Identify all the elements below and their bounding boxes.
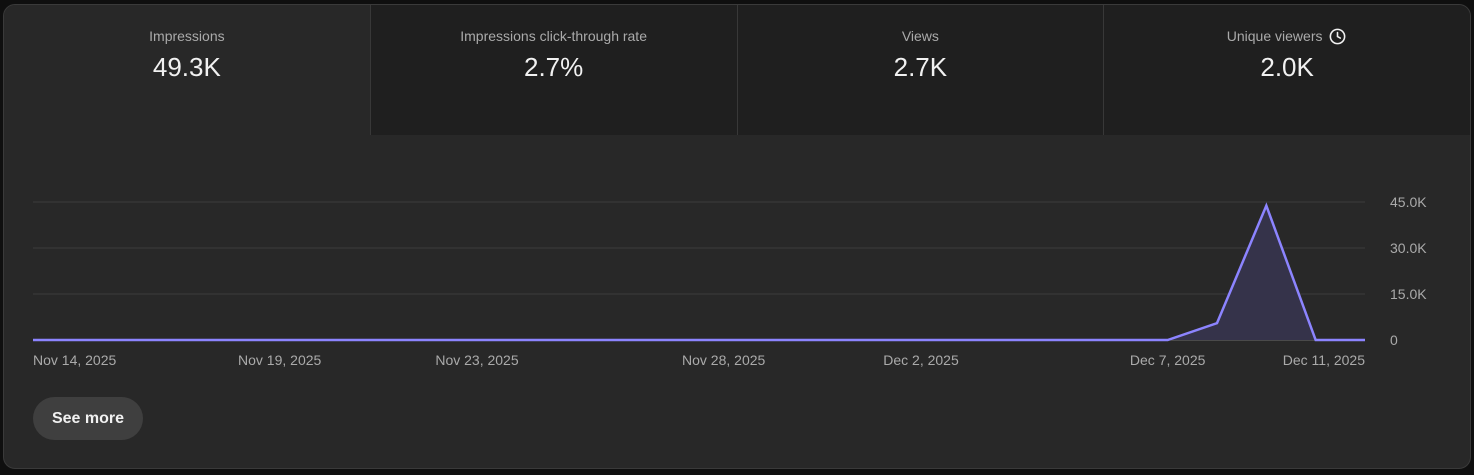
x-tick-label: Dec 7, 2025 [1130, 352, 1206, 368]
tab-impressions-label-text: Impressions [149, 28, 225, 44]
see-more-button[interactable]: See more [33, 397, 143, 440]
tab-impressions-value: 49.3K [152, 52, 221, 82]
metric-tabs: Impressions 49.3K Impressions click-thro… [4, 5, 1470, 135]
y-tick-label: 15.0K [1390, 286, 1427, 302]
analytics-card: Impressions 49.3K Impressions click-thro… [3, 4, 1471, 469]
x-tick-label: Nov 14, 2025 [33, 352, 116, 368]
tab-impressions-ctr-value: 2.7% [523, 52, 584, 82]
clock-icon[interactable] [1328, 27, 1347, 46]
tab-unique-viewers[interactable]: Unique viewers 2.0K [1103, 5, 1470, 135]
y-tick-label: 30.0K [1390, 240, 1427, 256]
tab-impressions-ctr[interactable]: Impressions click-through rate 2.7% [369, 5, 737, 135]
tab-views-value: 2.7K [893, 52, 948, 82]
y-tick-label: 0 [1390, 332, 1398, 348]
tab-unique-viewers-label: Unique viewers [1227, 27, 1348, 45]
tab-views-label-text: Views [901, 28, 939, 44]
tab-unique-viewers-value: 2.0K [1260, 52, 1314, 82]
tab-impressions[interactable]: Impressions 49.3K [4, 5, 370, 135]
tab-impressions-label: Impressions [149, 27, 224, 45]
x-tick-label: Nov 19, 2025 [238, 352, 321, 368]
tab-views[interactable]: Views 2.7K [736, 5, 1104, 135]
impressions-chart: 45.0K 30.0K 15.0K 0 Nov 14, 2025 Nov 19, 2025… [33, 194, 1427, 368]
y-tick-label: 45.0K [1390, 194, 1427, 210]
x-tick-label: Dec 11, 2025 [1283, 352, 1365, 368]
x-tick-label: Nov 28, 2025 [682, 352, 765, 368]
x-tick-label: Dec 2, 2025 [883, 352, 959, 368]
series-line [33, 202, 1365, 342]
x-tick-label: Nov 23, 2025 [435, 352, 518, 368]
tab-impressions-ctr-label-text: Impressions click-through rate [460, 28, 647, 44]
tab-impressions-ctr-label: Impressions click-through rate [460, 27, 647, 45]
tab-unique-viewers-label-text: Unique viewers [1226, 28, 1323, 44]
tab-views-label: Views [902, 27, 939, 45]
series-area [33, 205, 1365, 340]
